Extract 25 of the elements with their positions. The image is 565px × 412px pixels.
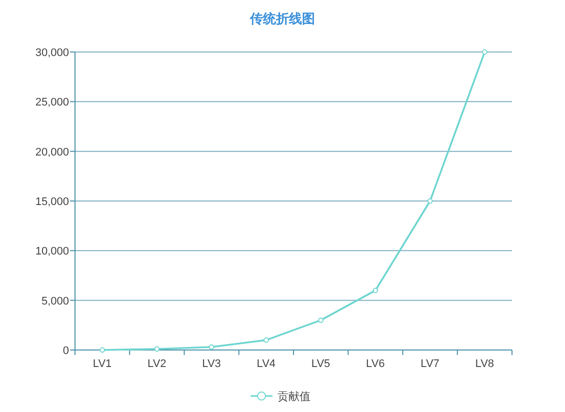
x-tick-label: LV7 <box>420 358 440 370</box>
y-tick-label: 0 <box>62 345 69 357</box>
x-tick-label: LV8 <box>475 358 494 370</box>
point <box>208 344 214 350</box>
point <box>482 49 488 55</box>
chart-title: 传统折线图 <box>249 11 315 26</box>
point <box>318 318 324 323</box>
y-tick-label: 25,000 <box>35 96 69 109</box>
y-tick-label: 15,000 <box>35 196 69 208</box>
x-tick-label: LV6 <box>366 358 385 370</box>
point <box>154 346 160 352</box>
x-tick-label: LV4 <box>256 358 276 370</box>
y-tick-label: 30,000 <box>35 47 69 59</box>
y-tick-label: 20,000 <box>35 146 69 158</box>
point <box>372 288 378 294</box>
x-tick-label: LV2 <box>148 358 166 370</box>
x-tick-label: LV1 <box>92 358 112 370</box>
point <box>100 347 106 353</box>
point <box>427 198 433 204</box>
x-tick-label: LV3 <box>202 358 221 370</box>
y-tick-label: 10,000 <box>35 246 69 258</box>
y-tick-label: 5,000 <box>41 295 69 308</box>
legend-label: 贡献值 <box>278 391 310 403</box>
x-tick-label: LV5 <box>311 358 330 370</box>
point <box>263 337 269 343</box>
